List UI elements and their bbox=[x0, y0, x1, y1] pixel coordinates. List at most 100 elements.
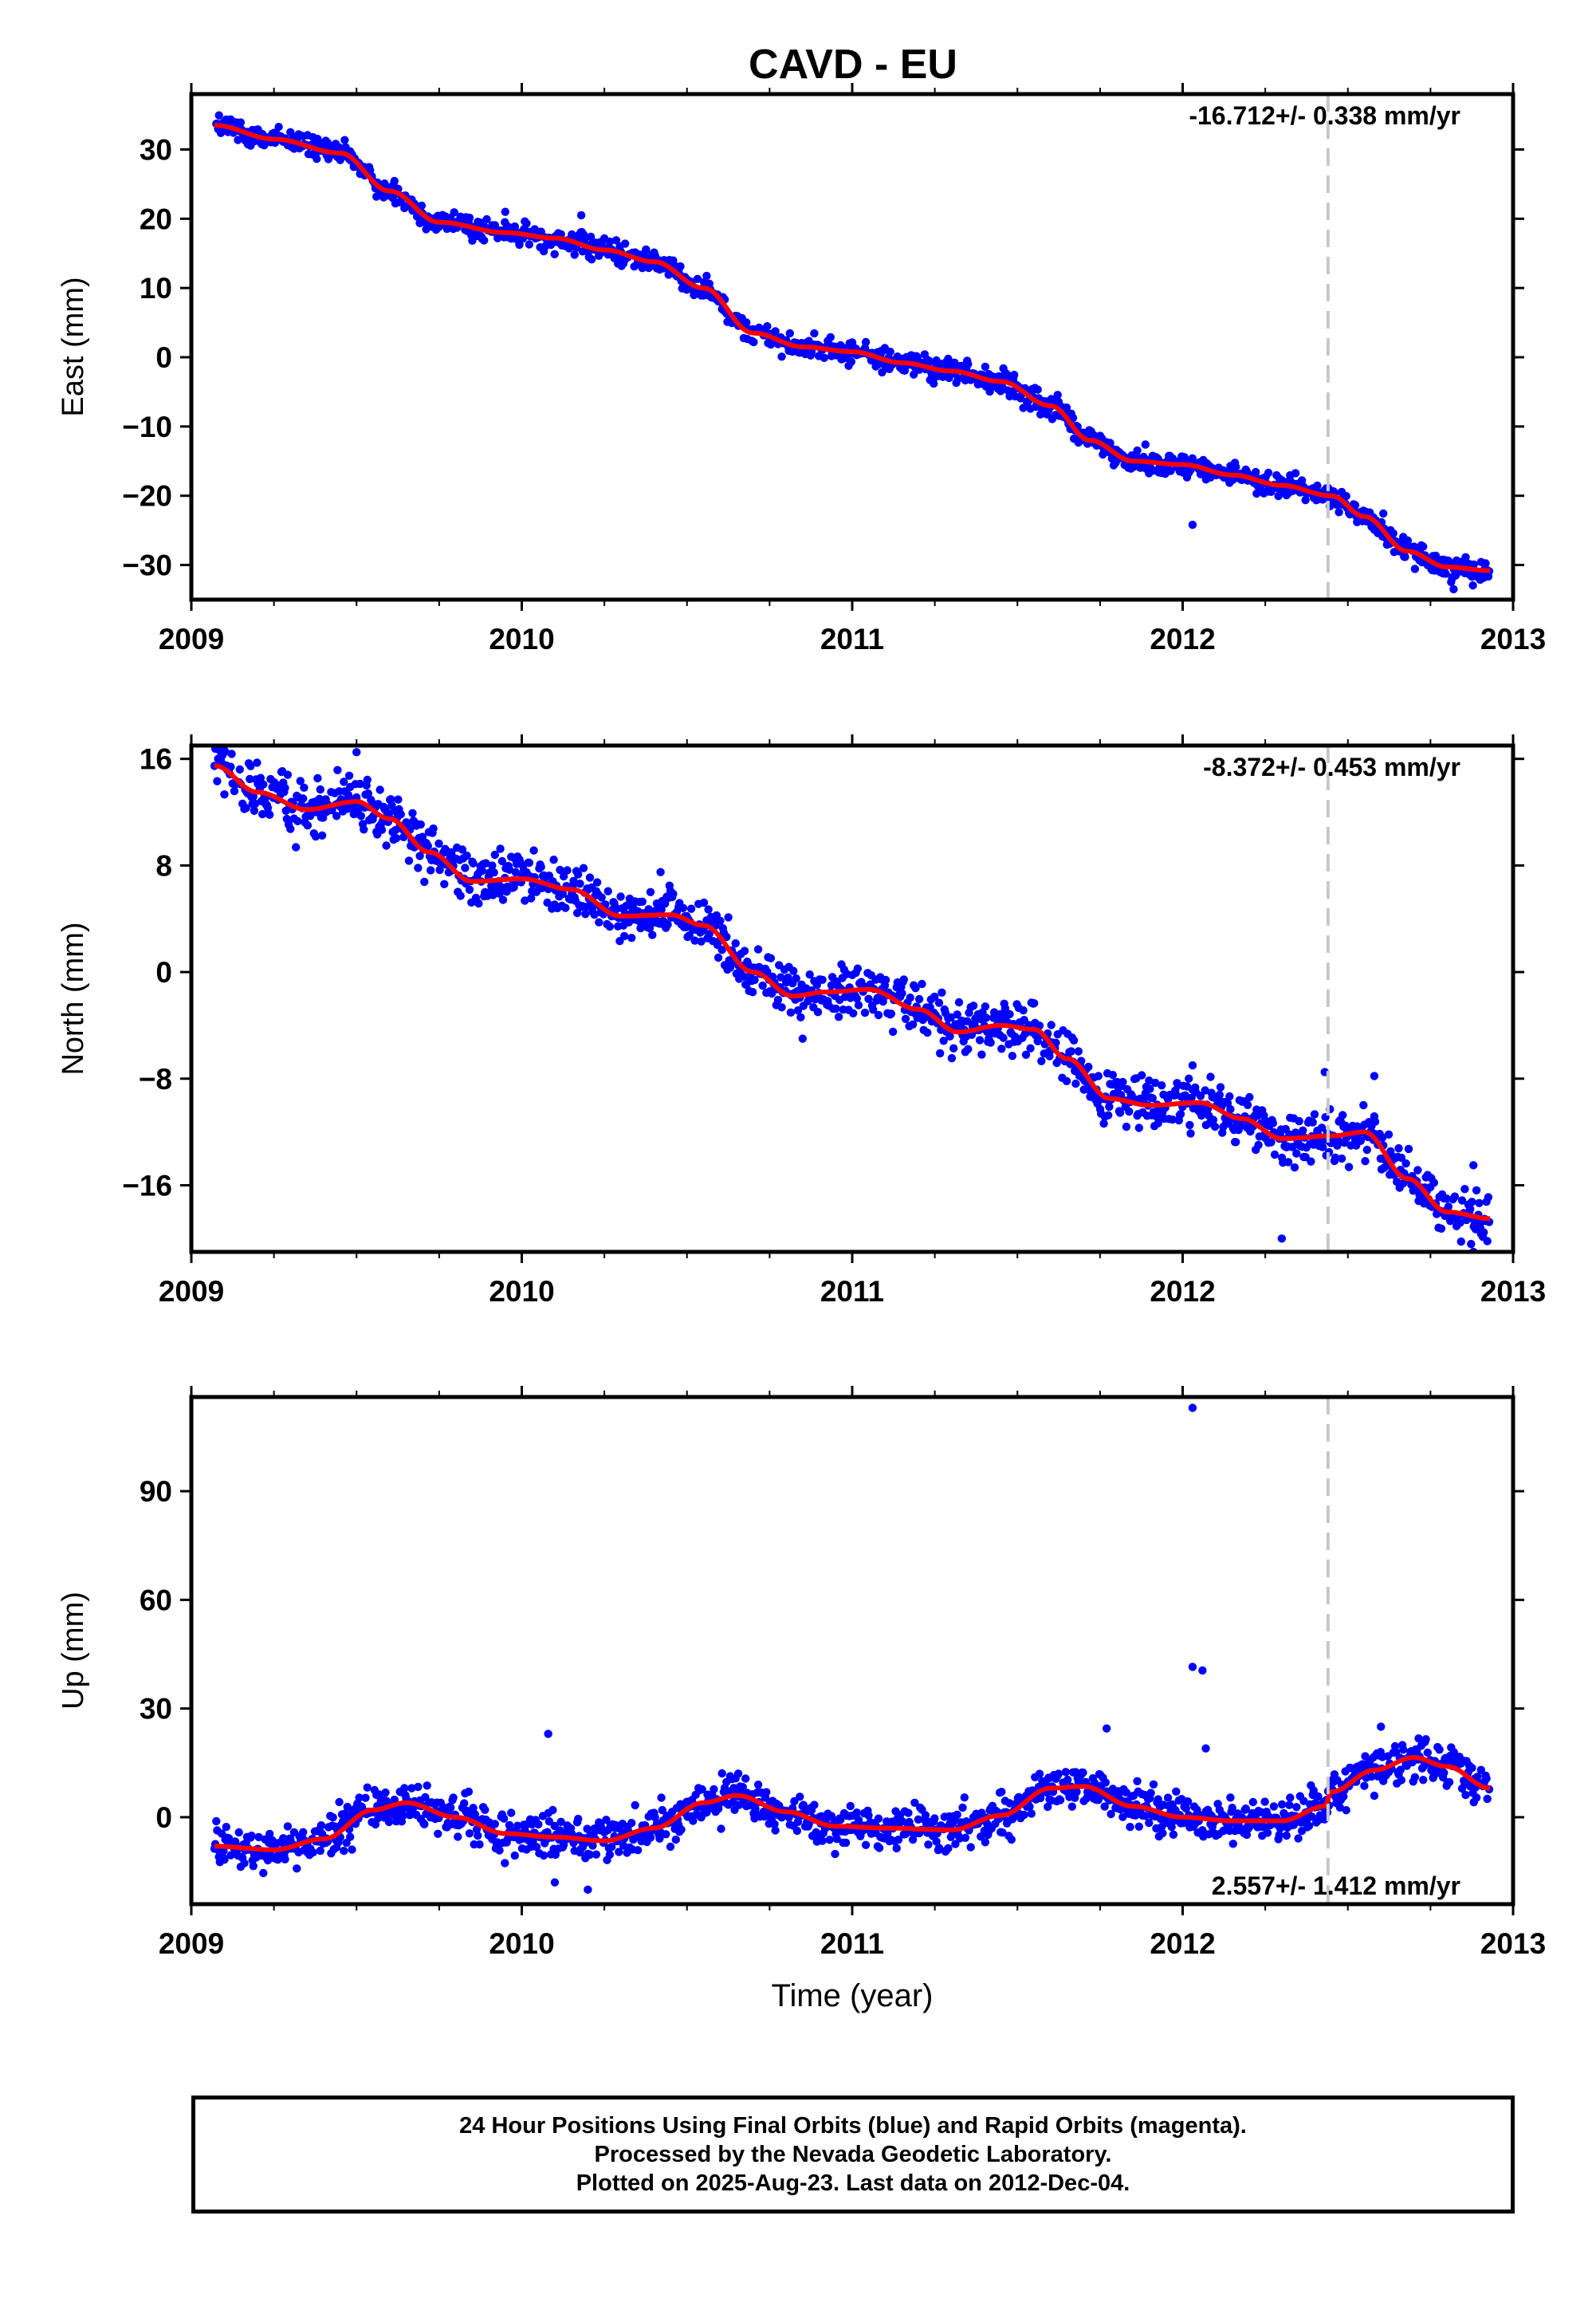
data-point bbox=[997, 1788, 1006, 1796]
data-point bbox=[332, 812, 341, 821]
data-point bbox=[738, 1783, 747, 1792]
data-point-outlier bbox=[1277, 1234, 1287, 1243]
data-point bbox=[256, 773, 265, 782]
data-point bbox=[1482, 1774, 1491, 1783]
panel-up: 2009 2010 2011 2012 2013 90 60 30 0 Up (mm) Time (… bbox=[57, 1386, 1546, 2013]
data-point bbox=[713, 953, 723, 962]
data-point-outlier bbox=[576, 211, 586, 220]
y-tick-label: 30 bbox=[140, 1693, 172, 1726]
data-point bbox=[881, 975, 890, 985]
data-point bbox=[525, 240, 534, 249]
data-point bbox=[1248, 1797, 1258, 1807]
data-point bbox=[904, 1808, 913, 1817]
data-point bbox=[998, 1828, 1007, 1837]
data-point bbox=[1360, 1781, 1369, 1790]
data-point bbox=[1396, 1765, 1405, 1774]
panel-north: 2009 2010 2011 2012 2013 16 8 0 −8 −16 North (mm) -… bbox=[57, 734, 1546, 1308]
data-point bbox=[513, 1821, 522, 1830]
data-point bbox=[246, 774, 254, 784]
data-point bbox=[1404, 1144, 1413, 1154]
data-point bbox=[361, 1793, 370, 1802]
data-point bbox=[235, 765, 244, 774]
data-point bbox=[253, 758, 261, 767]
data-point bbox=[874, 1010, 883, 1020]
data-point bbox=[489, 891, 497, 899]
data-point bbox=[901, 1014, 910, 1024]
x-tick-label: 2013 bbox=[1480, 1927, 1546, 1960]
data-point bbox=[446, 1803, 455, 1812]
data-point bbox=[315, 794, 324, 804]
data-point bbox=[1301, 496, 1310, 505]
data-point bbox=[689, 1816, 698, 1825]
data-point bbox=[646, 1833, 655, 1842]
rate-label: -16.712+/- 0.338 mm/yr bbox=[1189, 101, 1460, 130]
data-point bbox=[335, 1797, 344, 1807]
data-point bbox=[773, 995, 783, 1005]
data-point bbox=[404, 856, 414, 865]
data-point bbox=[1444, 1202, 1453, 1211]
data-point bbox=[729, 1784, 738, 1793]
data-point bbox=[964, 360, 973, 368]
data-point bbox=[579, 864, 588, 872]
data-point bbox=[265, 810, 274, 819]
data-point-outlier bbox=[1198, 1666, 1207, 1675]
data-point bbox=[1245, 1092, 1254, 1102]
data-point bbox=[975, 1036, 985, 1045]
data-point bbox=[434, 839, 443, 848]
data-point bbox=[212, 1816, 221, 1826]
data-point bbox=[286, 824, 295, 833]
data-point bbox=[1228, 1804, 1236, 1812]
data-point-outlier bbox=[656, 868, 665, 876]
data-point bbox=[356, 812, 366, 821]
y-tick-label: 0 bbox=[155, 341, 172, 374]
data-point bbox=[1145, 1076, 1154, 1085]
data-point bbox=[497, 856, 507, 866]
data-point bbox=[440, 880, 449, 889]
data-point bbox=[328, 1813, 337, 1822]
data-point bbox=[1285, 1800, 1294, 1809]
data-point bbox=[348, 1845, 356, 1854]
data-point bbox=[529, 846, 538, 855]
data-point bbox=[371, 1820, 380, 1829]
data-point bbox=[1210, 1122, 1220, 1131]
data-point bbox=[945, 1032, 954, 1041]
data-point bbox=[1099, 1119, 1108, 1128]
data-point bbox=[458, 845, 467, 854]
data-point bbox=[249, 792, 257, 801]
data-point bbox=[515, 240, 524, 250]
data-point bbox=[892, 1844, 901, 1853]
data-point bbox=[585, 1850, 595, 1859]
data-point bbox=[1019, 1005, 1028, 1015]
data-point bbox=[1291, 469, 1300, 478]
data-point bbox=[261, 794, 269, 803]
data-point bbox=[313, 773, 322, 783]
x-tick-label: 2011 bbox=[820, 1927, 884, 1960]
data-point bbox=[556, 865, 564, 875]
data-point bbox=[1379, 509, 1388, 518]
data-point bbox=[638, 897, 647, 907]
data-point bbox=[834, 1013, 843, 1021]
data-point bbox=[1473, 1773, 1482, 1781]
data-point bbox=[495, 889, 504, 898]
data-point bbox=[827, 1812, 836, 1820]
data-point bbox=[811, 995, 820, 1004]
data-point bbox=[427, 866, 435, 875]
data-point bbox=[860, 1008, 870, 1017]
data-point bbox=[949, 1044, 958, 1053]
data-point bbox=[899, 975, 909, 984]
data-point bbox=[588, 1841, 597, 1850]
data-point bbox=[717, 1824, 725, 1833]
data-point bbox=[250, 806, 259, 815]
data-point bbox=[1109, 1089, 1118, 1099]
data-point bbox=[474, 1831, 482, 1840]
data-point bbox=[474, 899, 483, 908]
data-point bbox=[1270, 1150, 1280, 1159]
data-point bbox=[750, 975, 759, 985]
data-point bbox=[296, 777, 305, 785]
data-point bbox=[655, 1834, 664, 1843]
data-point bbox=[1053, 391, 1062, 399]
data-point bbox=[908, 1835, 918, 1844]
data-point bbox=[1118, 1077, 1127, 1087]
data-point bbox=[953, 1810, 961, 1819]
data-point bbox=[283, 1822, 293, 1831]
